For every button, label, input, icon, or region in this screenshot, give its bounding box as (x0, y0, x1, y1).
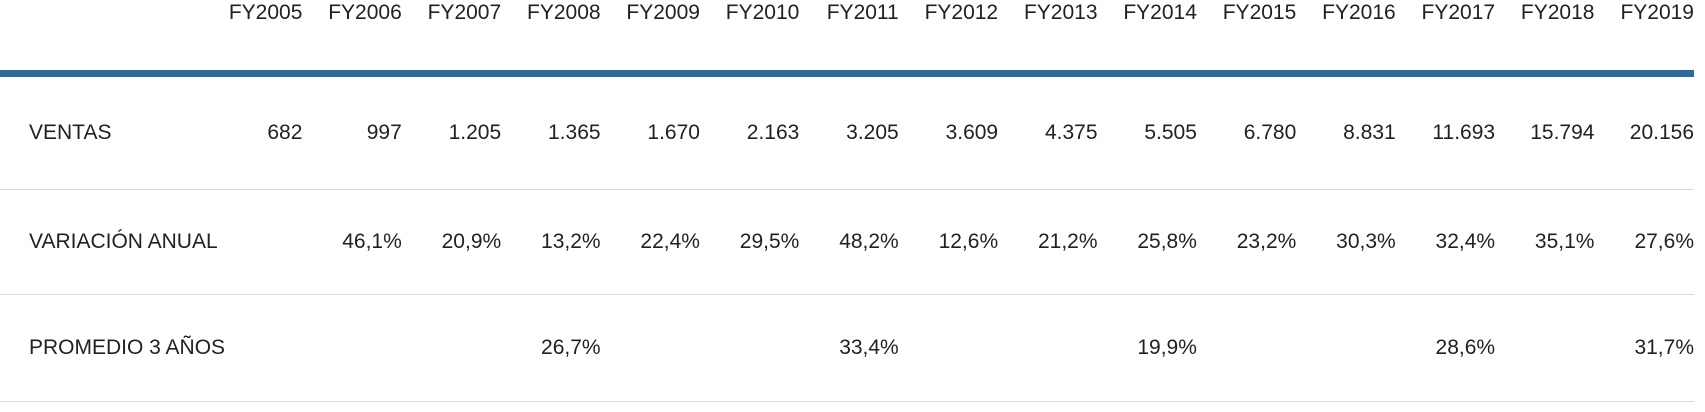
column-header-fy2006: FY2006 (302, 0, 402, 77)
column-header-fy2007: FY2007 (401, 0, 502, 77)
cell-ventas-fy2016: 8.831 (1296, 73, 1396, 190)
table-row-variacion-anual: VARIACIÓN ANUAL 46,1% 20,9% 13,2% 22,4% 29,5%… (0, 189, 1694, 295)
cell-promedio-3-anos-fy2019: 31,7% (1594, 294, 1694, 402)
cell-variacion-anual-fy2009: 22,4% (600, 189, 700, 295)
cell-ventas-fy2014: 5.505 (1097, 73, 1197, 190)
cell-variacion-anual-fy2008: 13,2% (501, 189, 601, 295)
cell-ventas-fy2019: 20.156 (1594, 73, 1694, 190)
column-header-fy2009: FY2009 (600, 0, 700, 77)
column-header-fy2008: FY2008 (501, 0, 601, 77)
cell-ventas-fy2009: 1.670 (600, 73, 700, 190)
cell-ventas-fy2005: 682 (203, 73, 303, 190)
cell-variacion-anual-fy2016: 30,3% (1296, 189, 1396, 295)
cell-promedio-3-anos-fy2012 (898, 294, 999, 402)
column-header-fy2016: FY2016 (1296, 0, 1396, 77)
column-header-fy2011: FY2011 (799, 0, 899, 77)
cell-ventas-fy2008: 1.365 (501, 73, 601, 190)
column-header-fy2005: FY2005 (203, 0, 303, 77)
cell-promedio-3-anos-fy2017: 28,6% (1395, 294, 1496, 402)
cell-ventas-fy2017: 11.693 (1395, 73, 1496, 190)
table-body: VENTAS 682 997 1.205 1.365 1.670 2.163 3.205 3.6… (0, 73, 1694, 402)
column-header-fy2014: FY2014 (1097, 0, 1197, 77)
cell-ventas-fy2010: 2.163 (699, 73, 800, 190)
cell-promedio-3-anos-fy2011: 33,4% (799, 294, 899, 402)
cell-variacion-anual-fy2018: 35,1% (1495, 189, 1595, 295)
row-label-variacion-anual: VARIACIÓN ANUAL (0, 189, 218, 295)
cell-variacion-anual-fy2019: 27,6% (1594, 189, 1694, 295)
cell-promedio-3-anos-fy2016 (1296, 294, 1396, 402)
cell-variacion-anual-fy2010: 29,5% (699, 189, 800, 295)
cell-ventas-fy2012: 3.609 (898, 73, 999, 190)
cell-variacion-anual-fy2015: 23,2% (1196, 189, 1297, 295)
column-header-fy2015: FY2015 (1196, 0, 1297, 77)
column-header-fy2010: FY2010 (699, 0, 800, 77)
row-label-ventas: VENTAS (0, 73, 203, 190)
column-header-fy2013: FY2013 (998, 0, 1098, 77)
cell-promedio-3-anos-fy2009 (600, 294, 700, 402)
cell-ventas-fy2013: 4.375 (998, 73, 1098, 190)
cell-ventas-fy2011: 3.205 (799, 73, 899, 190)
table-row-ventas: VENTAS 682 997 1.205 1.365 1.670 2.163 3.205 3.6… (0, 73, 1694, 190)
cell-promedio-3-anos-fy2008: 26,7% (501, 294, 601, 402)
cell-variacion-anual-fy2006: 46,1% (302, 189, 402, 295)
cell-ventas-fy2007: 1.205 (401, 73, 502, 190)
cell-variacion-anual-fy2014: 25,8% (1097, 189, 1197, 295)
annual-sales-table: FY2005 FY2006 FY2007 FY2008 FY2009 FY2010 FY20… (0, 0, 1694, 402)
cell-variacion-anual-fy2017: 32,4% (1395, 189, 1496, 295)
cell-ventas-fy2015: 6.780 (1196, 73, 1297, 190)
cell-promedio-3-anos-fy2005 (203, 294, 303, 402)
cell-ventas-fy2006: 997 (302, 73, 402, 190)
column-header-fy2012: FY2012 (898, 0, 999, 77)
column-header-fy2018: FY2018 (1495, 0, 1595, 77)
cell-variacion-anual-fy2007: 20,9% (401, 189, 502, 295)
cell-promedio-3-anos-fy2007 (401, 294, 502, 402)
cell-variacion-anual-fy2012: 12,6% (898, 189, 999, 295)
cell-variacion-anual-fy2013: 21,2% (998, 189, 1098, 295)
cell-promedio-3-anos-fy2013 (998, 294, 1098, 402)
row-label-promedio-3-anos: PROMEDIO 3 AÑOS (0, 294, 225, 402)
header-row: FY2005 FY2006 FY2007 FY2008 FY2009 FY2010 FY20… (0, 0, 1694, 77)
table-row-promedio-3-anos: PROMEDIO 3 AÑOS 26,7% 33,4% 19,9% 28,6% 31,7% (0, 294, 1694, 402)
header-spacer-cell (0, 0, 203, 77)
cell-promedio-3-anos-fy2014: 19,9% (1097, 294, 1197, 402)
cell-promedio-3-anos-fy2006 (302, 294, 402, 402)
cell-variacion-anual-fy2011: 48,2% (799, 189, 899, 295)
cell-promedio-3-anos-fy2010 (699, 294, 800, 402)
cell-ventas-fy2018: 15.794 (1495, 73, 1595, 190)
cell-promedio-3-anos-fy2015 (1196, 294, 1297, 402)
cell-promedio-3-anos-fy2018 (1495, 294, 1595, 402)
cell-variacion-anual-fy2005 (203, 189, 303, 295)
column-header-fy2017: FY2017 (1395, 0, 1496, 77)
column-header-fy2019: FY2019 (1594, 0, 1694, 77)
